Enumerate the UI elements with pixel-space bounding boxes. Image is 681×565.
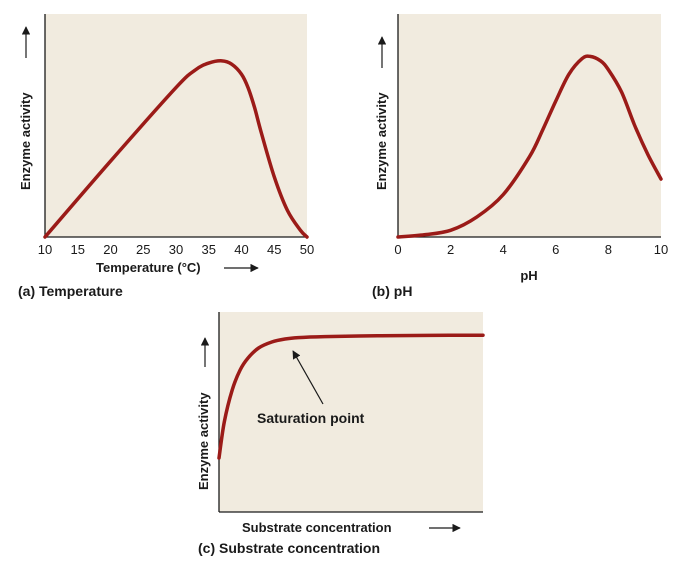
x-tick-label: 15 <box>71 242 85 257</box>
x-tick-label: 8 <box>605 242 612 257</box>
x-tick-label: 45 <box>267 242 281 257</box>
plot-area-temperature <box>45 14 307 237</box>
x-tick-label: 0 <box>394 242 401 257</box>
x-tick-label: 10 <box>38 242 52 257</box>
y-axis-title-temperature: Enzyme activity <box>18 92 33 190</box>
x-tick-label: 30 <box>169 242 183 257</box>
x-tick-label: 2 <box>447 242 454 257</box>
panel-substrate: Saturation point Substrate concentration… <box>196 312 485 556</box>
annotation-saturation-point: Saturation point <box>257 410 365 426</box>
x-tick-label: 20 <box>103 242 117 257</box>
x-axis-title-temperature: Temperature (°C) <box>96 260 201 275</box>
x-tick-label: 4 <box>500 242 507 257</box>
plot-area-ph <box>398 14 661 237</box>
caption-ph: (b) pH <box>372 283 412 299</box>
temperature-curve <box>43 59 309 239</box>
x-tick-label: 6 <box>552 242 559 257</box>
x-tick-label: 40 <box>234 242 248 257</box>
x-tick-label: 25 <box>136 242 150 257</box>
x-tick-label: 10 <box>654 242 668 257</box>
saturation-pointer-arrow-icon <box>292 350 324 405</box>
caption-substrate: (c) Substrate concentration <box>198 540 380 556</box>
caption-temperature: (a) Temperature <box>18 283 123 299</box>
panel-ph: 0 2 4 6 8 10 pH Enzyme activity (b) pH <box>372 14 668 299</box>
x-axis-title-ph: pH <box>520 268 537 283</box>
ph-curve <box>396 54 663 239</box>
x-tick-labels-temperature: 10 15 20 25 30 35 40 45 50 <box>38 242 314 257</box>
y-axis-title-substrate: Enzyme activity <box>196 392 211 490</box>
x-tick-label: 35 <box>202 242 216 257</box>
substrate-curve <box>217 333 485 460</box>
panel-temperature: 10 15 20 25 30 35 40 45 50 Temperature (°C) Enzy… <box>18 14 314 299</box>
x-tick-label: 50 <box>300 242 314 257</box>
x-tick-labels-ph: 0 2 4 6 8 10 <box>394 242 668 257</box>
y-axis-title-ph: Enzyme activity <box>374 92 389 190</box>
x-axis-title-substrate: Substrate concentration <box>242 520 392 535</box>
